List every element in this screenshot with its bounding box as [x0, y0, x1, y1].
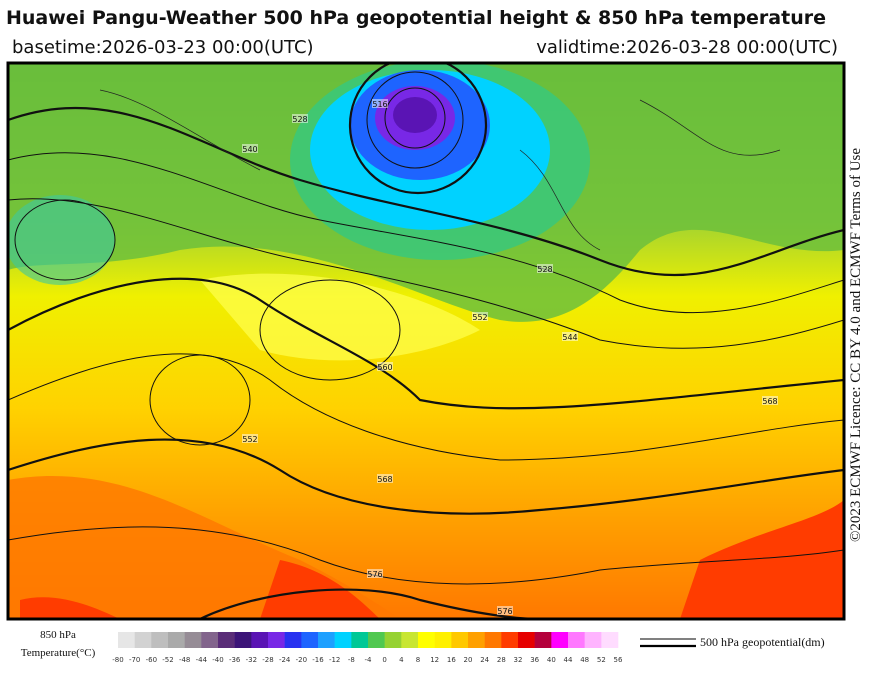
- contour-label-bg: [497, 606, 513, 615]
- colorbar-swatch: [168, 632, 185, 648]
- licence: ©2023 ECMWF Licence: CC BY 4.0 and ECMWF…: [848, 148, 864, 542]
- colorbar-tick-label: -48: [179, 656, 190, 664]
- colorbar-swatch: [251, 632, 269, 648]
- contour-label: 540: [242, 145, 257, 154]
- colorbar-tick-label: 44: [564, 656, 573, 664]
- colorbar-tick-label: -60: [146, 656, 157, 664]
- colorbar-tick-label: 0: [382, 656, 386, 664]
- colorbar-swatch: [551, 632, 569, 648]
- colorbar-label: Temperature(°C): [21, 647, 96, 659]
- colorbar-swatch: [334, 632, 352, 648]
- contour-label-bg: [377, 362, 393, 371]
- colorbar-tick-label: -52: [162, 656, 173, 664]
- validtime: validtime:2026-03-28 00:00(UTC): [536, 37, 838, 58]
- colorbar-tick-label: -20: [296, 656, 307, 664]
- colorbar-swatch: [518, 632, 535, 648]
- contour-label-bg: [372, 99, 388, 108]
- contour-label-bg: [762, 396, 778, 405]
- colorbar-label: 850 hPa: [40, 629, 76, 641]
- colorbar-tick-label: -12: [329, 656, 340, 664]
- contour-label: 576: [497, 607, 512, 616]
- colorbar-swatch: [484, 632, 502, 648]
- colorbar-tick-label: -16: [312, 656, 324, 664]
- colorbar-tick-label: 4: [399, 656, 404, 664]
- contour-label-bg: [537, 264, 553, 273]
- colorbar-swatch: [451, 632, 469, 648]
- colorbar-swatch: [318, 632, 335, 648]
- colorbar-swatch: [401, 632, 419, 648]
- colorbar-tick-label: -70: [129, 656, 140, 664]
- colorbar-tick-label: -40: [212, 656, 223, 664]
- colorbar-swatch: [434, 632, 452, 648]
- line-legend: 500 hPa geopotential(dm): [700, 635, 825, 649]
- colorbar-tick-label: -36: [229, 656, 241, 664]
- contour-label: 552: [472, 313, 487, 322]
- colorbar-tick-label: 32: [514, 656, 523, 664]
- contour-label-bg: [562, 332, 578, 341]
- colorbar-swatch: [601, 632, 619, 648]
- colorbar-swatch: [118, 632, 135, 648]
- colorbar-swatch: [151, 632, 169, 648]
- colorbar-swatch: [301, 632, 319, 648]
- colorbar-tick-label: 16: [447, 656, 456, 664]
- colorbar-swatch: [351, 632, 369, 648]
- colorbar-tick-label: 28: [497, 656, 506, 664]
- colorbar-swatch: [418, 632, 435, 648]
- colorbar-tick-label: -4: [365, 656, 373, 664]
- contour-label: 568: [377, 475, 392, 484]
- contour-label-bg: [472, 312, 488, 321]
- contour-label: 544: [562, 333, 577, 342]
- colorbar-tick-label: 12: [430, 656, 439, 664]
- colorbar-tick-label: -8: [348, 656, 355, 664]
- colorbar-swatch: [284, 632, 302, 648]
- colorbar-swatch: [568, 632, 585, 648]
- colorbar-swatch: [201, 632, 219, 648]
- colorbar-tick-label: -28: [262, 656, 273, 664]
- colorbar-tick-label: 52: [597, 656, 606, 664]
- contour-label: 528: [537, 265, 552, 274]
- colorbar-swatch: [534, 632, 552, 648]
- contour-label-bg: [377, 474, 393, 483]
- colorbar-tick-label: 8: [416, 656, 420, 664]
- colorbar: -80 -70 -60 -52 -48 -44 -40 -36 -32 -28 -24 -20 -16-…: [112, 632, 623, 664]
- contour-label: 516: [372, 100, 387, 109]
- contour-label: 552: [242, 435, 257, 444]
- colorbar-swatch: [368, 632, 385, 648]
- colorbar-swatch: [384, 632, 402, 648]
- colorbar-swatch: [268, 632, 285, 648]
- colorbar-tick-label: 48: [580, 656, 589, 664]
- colorbar-swatch: [134, 632, 152, 648]
- contour-label: 528: [292, 115, 307, 124]
- contour-label: 560: [377, 363, 392, 372]
- colorbar-swatch: [218, 632, 235, 648]
- colorbar-tick-label: -80: [112, 656, 123, 664]
- colorbar-tick-label: 40: [547, 656, 556, 664]
- map-frame: [6, 61, 846, 621]
- contour-label-bg: [242, 144, 258, 153]
- contour-labels: 516 528 540 552 560 568 576 544 528 552 568 576: [242, 99, 778, 616]
- contour-label: 576: [367, 570, 382, 579]
- colorbar-swatch: [501, 632, 519, 648]
- colorbar-tick-label: 24: [480, 656, 489, 664]
- contour-label-bg: [242, 434, 258, 443]
- contour-label: 568: [762, 397, 777, 406]
- colorbar-swatch: [234, 632, 252, 648]
- contour-label-bg: [367, 569, 383, 578]
- contour-label-bg: [292, 114, 308, 123]
- colorbar-tick-label: 20: [464, 656, 473, 664]
- map: [8, 63, 844, 619]
- colorbar-swatch: [184, 632, 202, 648]
- colorbar-tick-label: 36: [530, 656, 539, 664]
- colorbar-tick-label: -32: [246, 656, 257, 664]
- colorbar-swatch: [584, 632, 602, 648]
- basetime: basetime:2026-03-23 00:00(UTC): [12, 37, 314, 58]
- title: Huawei Pangu-Weather 500 hPa geopotentia…: [6, 7, 826, 29]
- colorbar-tick-label: -44: [196, 656, 208, 664]
- colorbar-tick-label: -24: [279, 656, 291, 664]
- colorbar-tick-label: 56: [614, 656, 623, 664]
- colorbar-swatch: [468, 632, 485, 648]
